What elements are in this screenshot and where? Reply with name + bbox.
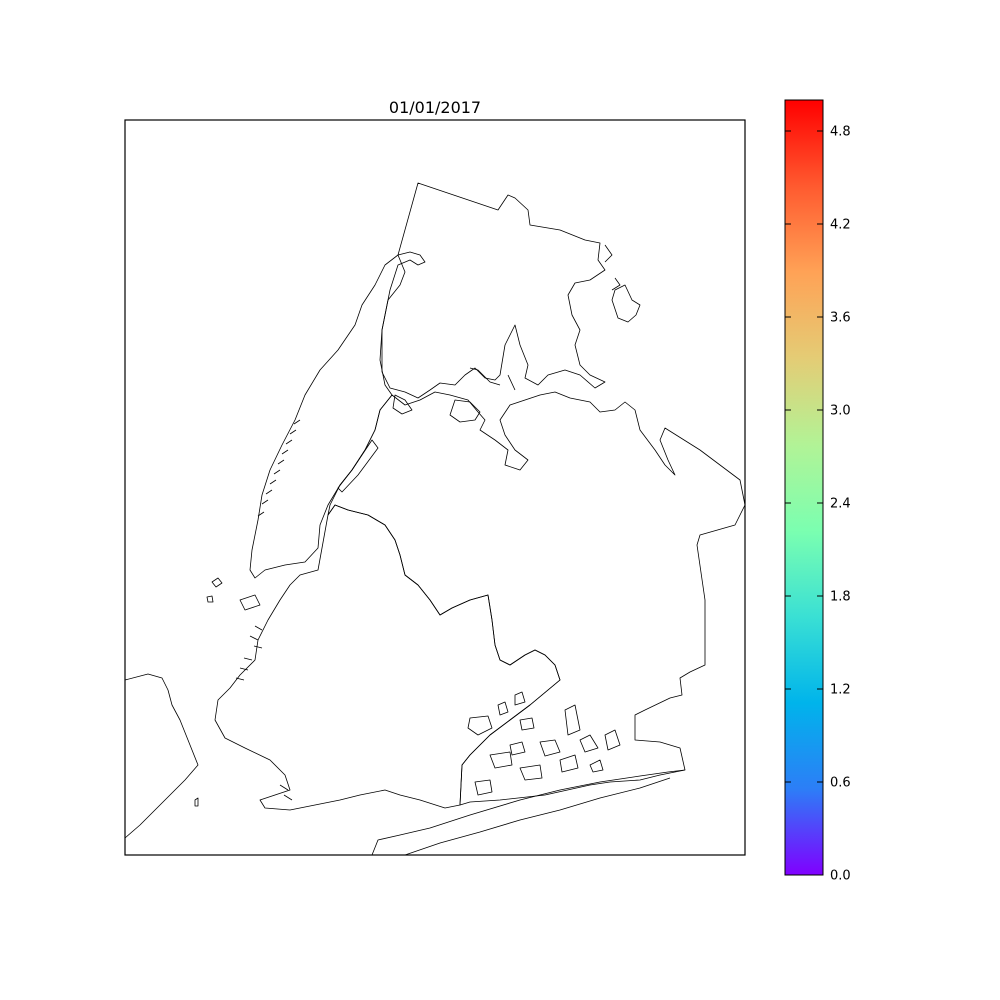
- colorbar-gradient: [784, 99, 824, 876]
- map-frame: [124, 119, 746, 856]
- bronx-islands: [604, 244, 641, 323]
- manhattan-outline: [249, 251, 426, 579]
- map-panel: [124, 119, 746, 856]
- bronx-outline: [381, 182, 606, 399]
- brooklyn-piers: [235, 625, 293, 801]
- staten-island-outline: [124, 673, 199, 839]
- colorbar-tick-label: 3.0: [830, 404, 851, 419]
- jamaica-bay-islands: [467, 691, 621, 796]
- colorbar: 0.0 0.6 1.2 1.8 2.4 3.0 3.6 4.2 4.8: [784, 99, 851, 884]
- queens-ponds: [392, 394, 481, 423]
- map-title: 01/01/2017: [389, 98, 481, 117]
- brooklyn-outline: [214, 504, 561, 811]
- colorbar-tick-label: 1.2: [830, 683, 851, 698]
- manhattan-piers: [257, 419, 301, 517]
- colorbar-tick-label: 2.4: [830, 497, 851, 512]
- rockaway-outline: [371, 769, 686, 856]
- colorbar-ticks: 0.0 0.6 1.2 1.8 2.4 3.0 3.6 4.2 4.8: [785, 125, 851, 884]
- colorbar-tick-label: 1.8: [830, 590, 851, 605]
- bronx-rivers: [469, 367, 516, 391]
- harbor-islands: [194, 577, 261, 807]
- colorbar-tick-label: 3.6: [830, 311, 851, 326]
- colorbar-tick-label: 4.2: [830, 218, 851, 233]
- colorbar-tick-label: 4.8: [830, 125, 851, 140]
- colorbar-tick-label: 0.0: [830, 869, 851, 884]
- colorbar-tick-label: 0.6: [830, 776, 851, 791]
